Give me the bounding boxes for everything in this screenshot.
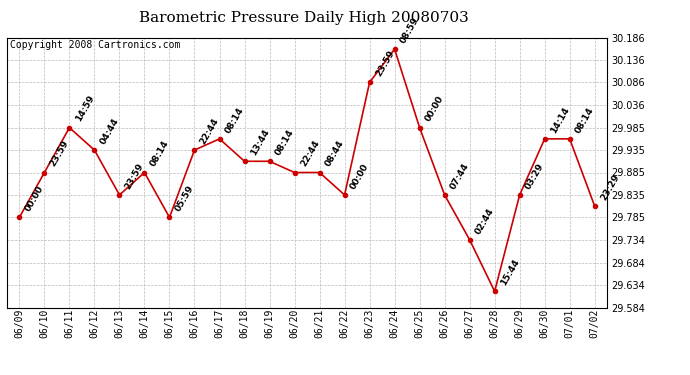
Text: 22:44: 22:44 bbox=[199, 116, 221, 146]
Text: 08:14: 08:14 bbox=[224, 105, 246, 135]
Text: 00:00: 00:00 bbox=[424, 94, 446, 123]
Text: 22:44: 22:44 bbox=[299, 139, 321, 168]
Text: 13:44: 13:44 bbox=[248, 128, 271, 157]
Text: 03:29: 03:29 bbox=[524, 162, 546, 191]
Text: 08:14: 08:14 bbox=[148, 139, 170, 168]
Text: 23:59: 23:59 bbox=[48, 139, 71, 168]
Text: 04:44: 04:44 bbox=[99, 116, 121, 146]
Text: Barometric Pressure Daily High 20080703: Barometric Pressure Daily High 20080703 bbox=[139, 11, 469, 25]
Text: 15:44: 15:44 bbox=[499, 258, 521, 287]
Text: Copyright 2008 Cartronics.com: Copyright 2008 Cartronics.com bbox=[10, 40, 180, 50]
Text: 23:29: 23:29 bbox=[599, 172, 621, 202]
Text: 07:44: 07:44 bbox=[448, 161, 471, 191]
Text: 08:14: 08:14 bbox=[574, 105, 596, 135]
Text: 08:59: 08:59 bbox=[399, 16, 421, 45]
Text: 14:14: 14:14 bbox=[549, 105, 571, 135]
Text: 08:44: 08:44 bbox=[324, 139, 346, 168]
Text: 05:59: 05:59 bbox=[174, 184, 196, 213]
Text: 00:00: 00:00 bbox=[23, 184, 46, 213]
Text: 08:14: 08:14 bbox=[274, 128, 296, 157]
Text: 14:59: 14:59 bbox=[74, 94, 96, 123]
Text: 00:00: 00:00 bbox=[348, 162, 371, 191]
Text: 02:44: 02:44 bbox=[474, 206, 496, 236]
Text: 23:59: 23:59 bbox=[124, 161, 146, 191]
Text: 23:59: 23:59 bbox=[374, 49, 396, 78]
